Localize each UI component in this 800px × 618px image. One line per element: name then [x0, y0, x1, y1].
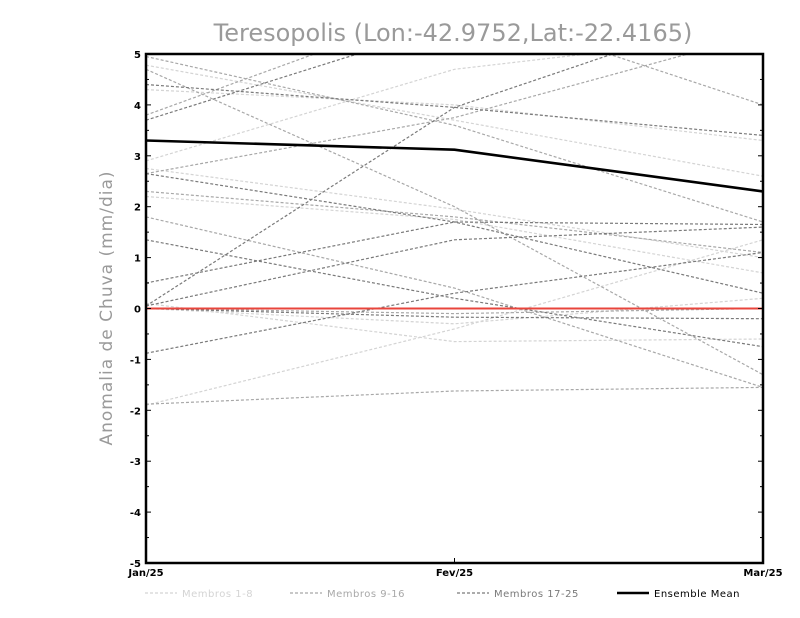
member-series-line-20 [146, 54, 615, 307]
member-series-line-14 [146, 68, 763, 376]
member-series-line-16 [146, 307, 763, 315]
legend-label: Membros 17-25 [494, 589, 579, 600]
ensemble-mean-layer [146, 139, 763, 193]
y-tick-label: 4 [134, 101, 141, 112]
y-axis-ticks: 5 4 3 2 1 0 -1 -2 -3 -4 -5 [130, 50, 763, 570]
member-series-line-18 [146, 54, 360, 121]
y-tick-label: -5 [130, 559, 141, 570]
member-series-line-4 [146, 54, 592, 162]
member-series-line-8 [146, 195, 763, 274]
y-tick-label: 5 [134, 50, 141, 61]
member-series-line-22 [146, 226, 763, 307]
member-series-line-25 [146, 307, 763, 320]
legend-label: Membros 9-16 [327, 589, 405, 600]
y-tick-label: 2 [134, 203, 141, 214]
y-tick-label: -3 [130, 457, 141, 468]
y-tick-label: -1 [130, 355, 141, 366]
member-series-line-23 [146, 251, 763, 354]
ensemble-mean-line [146, 139, 763, 193]
y-tick-label: 0 [134, 305, 141, 316]
y-tick-label: 3 [134, 152, 141, 163]
member-series-line-12 [146, 386, 763, 405]
x-tick-label: Mar/25 [743, 568, 782, 579]
legend-label: Membros 1-8 [182, 589, 253, 600]
legend-label: Ensemble Mean [654, 589, 740, 600]
member-series-line-9 [146, 55, 763, 223]
member-series-line-21 [146, 221, 763, 284]
member-series-line-5 [146, 302, 763, 343]
member-series-line-13 [146, 216, 763, 388]
x-axis-ticks: Jan/25 Fev/25 Mar/25 [127, 558, 783, 579]
y-tick-label: -2 [130, 406, 141, 417]
chart-title: Teresopolis (Lon:-42.9752,Lat:-22.4165) [213, 19, 693, 47]
x-tick-label: Fev/25 [436, 568, 473, 579]
member-series-line-6 [146, 239, 763, 406]
member-series-line-2 [146, 89, 763, 142]
legend: Membros 1-8 Membros 9-16 Membros 17-25 Ense… [145, 589, 740, 600]
member-series-line-7 [146, 297, 763, 325]
member-series-line-17 [146, 83, 763, 136]
member-series-line-24 [146, 173, 763, 294]
y-axis-label: Anomalia de Chuva (mm/dia) [97, 170, 117, 445]
series-layer [146, 54, 763, 406]
member-series-line-3 [146, 167, 763, 259]
member-series-line-19 [146, 239, 763, 348]
x-tick-label: Jan/25 [127, 568, 163, 579]
member-series-line-1 [146, 64, 763, 177]
y-tick-label: 1 [134, 254, 141, 265]
member-series-line-11 [146, 190, 763, 254]
y-tick-label: -4 [130, 508, 141, 519]
member-series-line-10 [146, 54, 691, 175]
